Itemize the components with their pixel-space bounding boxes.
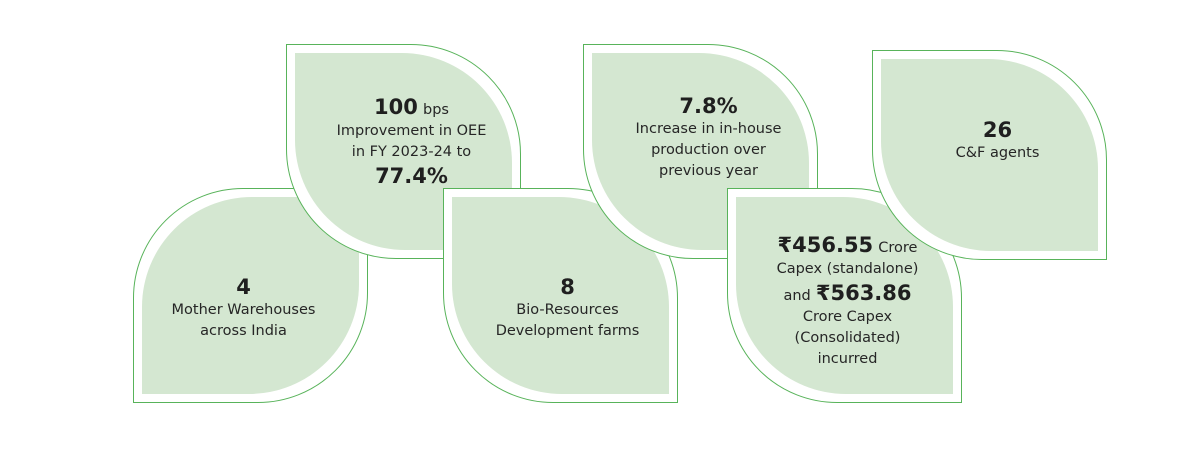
stat-description-line: in FY 2023-24 to (351, 144, 472, 160)
stat-description-line: production over (651, 142, 766, 158)
stat-value: 26 (982, 117, 1013, 142)
stat-description-line: Increase in in-house (635, 121, 782, 137)
stat-value: ₹456.55 (777, 232, 874, 257)
stat-description-line: Capex (standalone) (776, 260, 919, 277)
stat-connector: and (783, 287, 811, 304)
stat-card-agents: 26 C&F agents (872, 50, 1107, 260)
stat-value: 8 (560, 274, 575, 299)
stat-value-secondary: ₹563.86 (815, 280, 912, 305)
stat-card-inner: 7.8% Increase in in-house production ove… (592, 53, 809, 250)
stat-value-row: ₹456.55 Crore (778, 232, 918, 259)
stat-description-line: (Consolidated) (794, 329, 901, 346)
stat-description-line: Crore Capex (802, 308, 893, 325)
stat-unit: Crore (878, 239, 918, 256)
stat-description-line: previous year (659, 163, 758, 179)
stat-description-line: Mother Warehouses (171, 301, 316, 318)
stat-description-line: Improvement in OEE (336, 123, 487, 139)
stat-description-line: C&F agents (955, 144, 1040, 161)
stat-card-oee: 100 bps Improvement in OEE in FY 2023-24… (286, 44, 521, 259)
stat-value-row-secondary: and ₹563.86 (783, 280, 911, 307)
stat-value: 100 (374, 95, 418, 119)
stat-value: 4 (236, 274, 251, 299)
stat-description-line: Bio-Resources (516, 301, 619, 318)
stat-unit: bps (422, 102, 449, 118)
stat-value: 7.8% (679, 94, 738, 118)
stat-description-line: Development farms (495, 322, 640, 339)
stat-description-line: incurred (817, 350, 878, 367)
stat-card-inner: 26 C&F agents (881, 59, 1098, 251)
stat-value-secondary: 77.4% (375, 164, 448, 188)
stat-description-line: across India (200, 322, 287, 339)
stat-value-row: 100 bps (374, 94, 449, 121)
